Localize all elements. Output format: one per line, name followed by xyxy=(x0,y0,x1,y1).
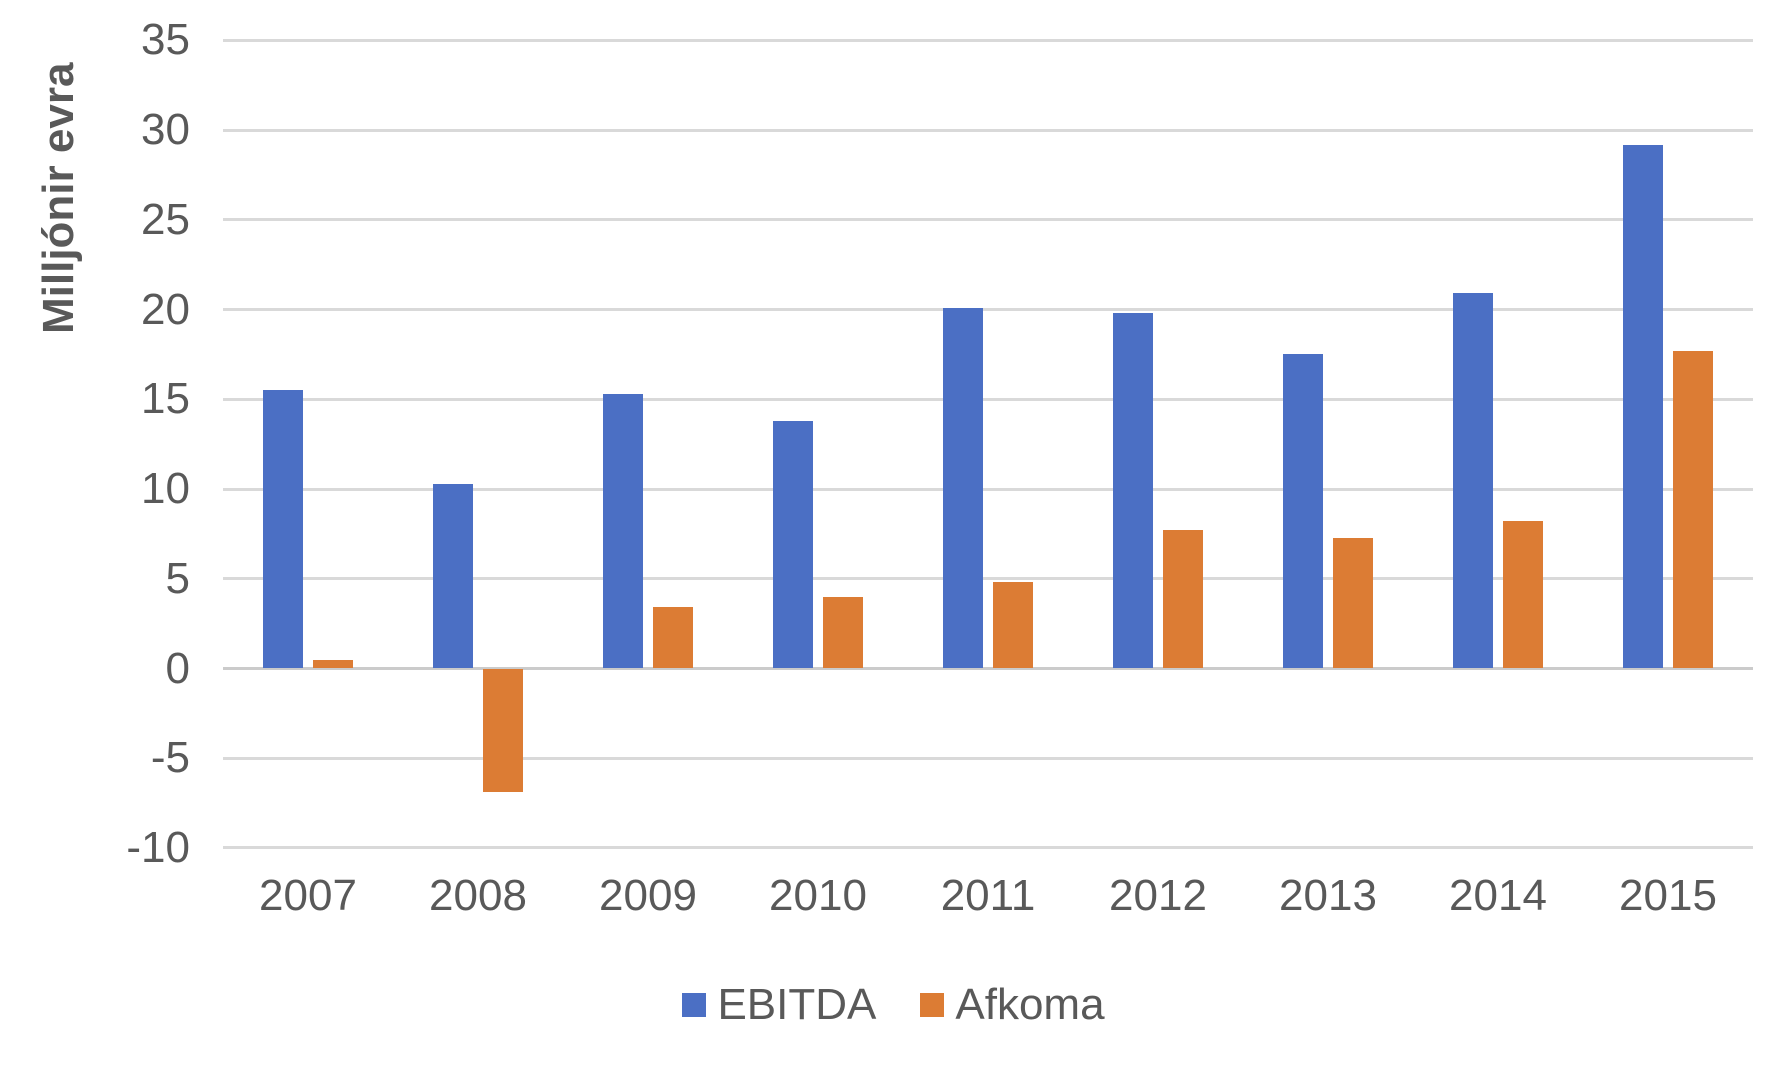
bar-afkoma-2012 xyxy=(1163,530,1203,669)
x-tick-label: 2015 xyxy=(1619,871,1717,920)
bar-ebitda-2013 xyxy=(1283,354,1323,669)
bar-afkoma-2013 xyxy=(1333,537,1373,669)
bar-afkoma-2007 xyxy=(313,659,353,669)
legend-swatch-ebitda-icon xyxy=(682,993,707,1017)
x-tick-label: 2014 xyxy=(1449,871,1547,920)
bar-ebitda-2012 xyxy=(1113,313,1153,669)
bar-ebitda-2011 xyxy=(943,307,983,669)
gridline xyxy=(223,218,1753,222)
bar-ebitda-2010 xyxy=(773,420,813,669)
x-tick-label: 2011 xyxy=(940,871,1036,920)
y-tick-label: -5 xyxy=(150,733,190,783)
y-tick-label: 25 xyxy=(141,194,190,244)
gridline xyxy=(223,308,1753,312)
x-tick-label: 2007 xyxy=(259,871,357,920)
y-tick-label: 5 xyxy=(165,553,190,603)
legend-item-afkoma: Afkoma xyxy=(920,980,1105,1030)
gridline xyxy=(223,128,1753,132)
legend-swatch-afkoma-icon xyxy=(920,993,945,1017)
legend-item-ebitda: EBITDA xyxy=(682,980,876,1030)
bar-afkoma-2010 xyxy=(823,596,863,669)
x-tick-label: 2012 xyxy=(1109,871,1207,920)
y-tick-label: 10 xyxy=(141,464,190,514)
bar-afkoma-2009 xyxy=(653,607,693,669)
gridline xyxy=(223,397,1753,401)
y-tick-label: 20 xyxy=(141,284,190,334)
bar-afkoma-2014 xyxy=(1503,521,1543,669)
legend-label: EBITDA xyxy=(717,980,877,1029)
bar-afkoma-2015 xyxy=(1673,350,1713,669)
bar-ebitda-2014 xyxy=(1453,293,1493,669)
bar-ebitda-2015 xyxy=(1623,144,1663,669)
x-tick-label: 2013 xyxy=(1279,871,1377,920)
y-tick-label: 15 xyxy=(141,374,190,424)
bar-ebitda-2009 xyxy=(603,393,643,669)
y-tick-label: 35 xyxy=(141,15,190,65)
bar-ebitda-2007 xyxy=(263,390,303,669)
x-tick-label: 2008 xyxy=(429,871,527,920)
x-tick-label: 2010 xyxy=(769,871,867,920)
gridline xyxy=(223,756,1753,760)
y-tick-label: 0 xyxy=(165,643,190,693)
gridline xyxy=(223,487,1753,491)
y-tick-label: -10 xyxy=(126,822,190,872)
legend-label: Afkoma xyxy=(955,980,1105,1029)
x-tick-label: 2009 xyxy=(599,871,697,920)
y-tick-label: 30 xyxy=(141,105,190,155)
bar-afkoma-2011 xyxy=(993,582,1033,669)
gridline xyxy=(223,846,1753,850)
zero-gridline xyxy=(223,667,1753,670)
gridline xyxy=(223,577,1753,581)
legend: EBITDA Afkoma xyxy=(0,978,1787,1032)
bar-afkoma-2008 xyxy=(483,668,523,793)
bar-ebitda-2008 xyxy=(433,483,473,669)
gridline xyxy=(223,38,1753,42)
